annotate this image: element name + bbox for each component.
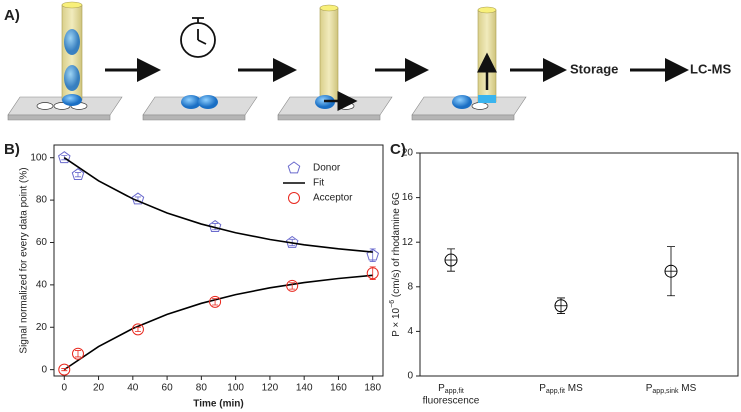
marker [288, 192, 300, 204]
y-tick-label: 12 [402, 237, 414, 248]
panel-label: C) [390, 141, 406, 158]
label-sub: app,sink [652, 388, 679, 395]
label-part: MS [678, 383, 696, 394]
marker [286, 279, 299, 292]
marker [131, 192, 145, 205]
label-part: P [646, 383, 653, 394]
marker [285, 235, 299, 248]
x-tick-label: 40 [127, 383, 139, 394]
y-tick-label: 20 [36, 322, 48, 333]
label-part: P [438, 383, 445, 394]
legend-label: Donor [313, 163, 341, 174]
label-part: MS [565, 383, 583, 394]
x-tick-label: 120 [262, 383, 279, 394]
label-part: P [539, 383, 546, 394]
x-tick-label: Papp,fit MS [539, 383, 583, 396]
y-tick-label: 4 [407, 326, 413, 337]
marker [58, 363, 71, 376]
x-axis-label: Time (min) [193, 399, 243, 410]
marker [208, 219, 222, 232]
error-bar [369, 266, 376, 280]
y-tick-label: 16 [402, 192, 414, 203]
step-label: LC-MS [690, 61, 731, 76]
y-axis-label: Signal normalized for every data point (… [19, 167, 30, 353]
label-sup: −6 [389, 300, 396, 308]
x-tick-label: 180 [364, 383, 381, 394]
y-tick-label: 100 [30, 152, 47, 163]
marker [366, 248, 380, 261]
x-tick-label: 60 [162, 383, 174, 394]
y-tick-label: 8 [407, 281, 413, 292]
x-tick-label: 20 [93, 383, 105, 394]
x-tick-label: 0 [62, 383, 68, 394]
error-bar [134, 326, 141, 332]
error-bar [212, 223, 219, 231]
step-label: Storage [570, 61, 618, 76]
x-tick-label: 160 [330, 383, 347, 394]
panel-a: A) [4, 1, 731, 121]
marker [71, 168, 85, 181]
plot-frame [53, 144, 384, 377]
x-tick-label: 100 [227, 383, 244, 394]
x-tick-label: Papp,fit [438, 383, 464, 396]
fit-curve [63, 274, 373, 371]
marker [366, 267, 379, 280]
error-bar [212, 298, 219, 306]
legend-label: Acceptor [313, 193, 353, 204]
x-tick-label: 80 [196, 383, 208, 394]
error-bar [74, 172, 81, 178]
error-bar [289, 282, 296, 290]
x-tick-label: 140 [296, 383, 313, 394]
plot-frame [419, 152, 739, 377]
marker [287, 161, 301, 174]
y-tick-label: 60 [36, 237, 48, 248]
x-tick-label: fluorescence [423, 396, 480, 407]
label-part: P × 10 [391, 307, 402, 336]
y-tick-label: 0 [41, 364, 47, 375]
label-sub: app,fit [445, 388, 464, 395]
fit-curve [63, 157, 373, 253]
panel-label: B) [4, 141, 20, 158]
label-part: (cm/s) of rhodamine 6G [391, 192, 402, 300]
marker [71, 347, 84, 360]
error-bar [61, 368, 68, 372]
error-bar [74, 350, 81, 358]
y-tick-label: 40 [36, 280, 48, 291]
marker [131, 323, 144, 336]
legend-label: Fit [313, 178, 324, 189]
y-tick-label: 80 [36, 195, 48, 206]
marker [209, 295, 222, 308]
y-tick-label: 0 [407, 371, 413, 382]
label-sub: app,fit [546, 388, 565, 395]
y-tick-label: 20 [402, 148, 414, 159]
marker [57, 151, 71, 164]
y-axis-label: P × 10−6 (cm/s) of rhodamine 6G [389, 192, 401, 337]
panel-label: A) [4, 7, 20, 24]
x-tick-label: Papp,sink MS [646, 383, 697, 396]
